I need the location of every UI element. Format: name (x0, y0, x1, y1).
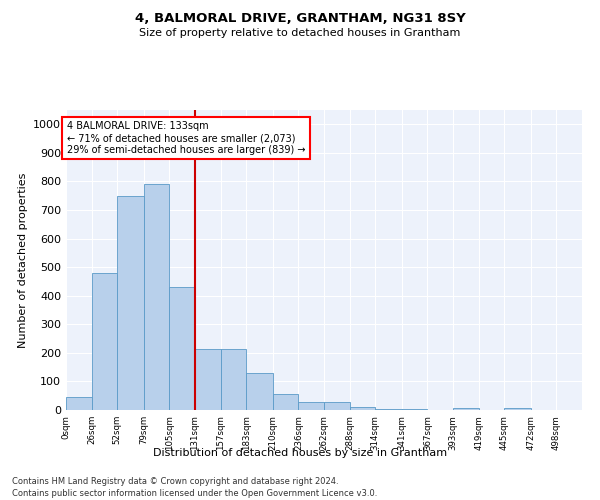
Bar (169, 287, 195, 410)
Bar (375, 409, 402, 410)
Text: Size of property relative to detached houses in Grantham: Size of property relative to detached ho… (139, 28, 461, 38)
Text: Distribution of detached houses by size in Grantham: Distribution of detached houses by size … (153, 448, 447, 458)
Bar (117, 196, 144, 410)
Bar (273, 394, 298, 410)
Text: 4, BALMORAL DRIVE, GRANTHAM, NG31 8SY: 4, BALMORAL DRIVE, GRANTHAM, NG31 8SY (134, 12, 466, 26)
Bar (66, 397, 92, 410)
Bar (144, 184, 169, 410)
Bar (453, 408, 479, 410)
Y-axis label: Number of detached properties: Number of detached properties (17, 172, 28, 348)
Text: Contains public sector information licensed under the Open Government Licence v3: Contains public sector information licen… (12, 489, 377, 498)
Text: Contains HM Land Registry data © Crown copyright and database right 2024.: Contains HM Land Registry data © Crown c… (12, 478, 338, 486)
Text: 4 BALMORAL DRIVE: 133sqm
← 71% of detached houses are smaller (2,073)
29% of sem: 4 BALMORAL DRIVE: 133sqm ← 71% of detach… (67, 122, 305, 154)
Bar (92, 273, 117, 410)
Bar (402, 409, 427, 410)
Bar (195, 348, 221, 410)
Bar (221, 348, 246, 410)
Bar (298, 402, 324, 410)
Bar (324, 402, 350, 410)
Bar (246, 373, 273, 410)
Bar (504, 408, 531, 410)
Bar (350, 406, 375, 410)
